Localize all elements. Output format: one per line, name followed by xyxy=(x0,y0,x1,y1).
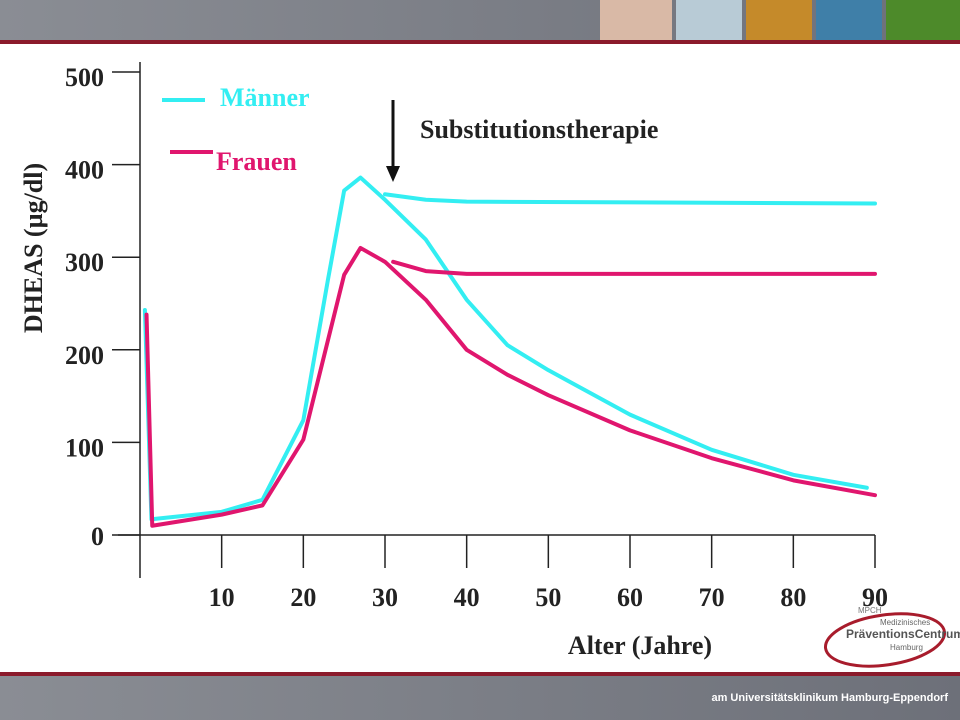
footer-text: am Universitätsklinikum Hamburg-Eppendor… xyxy=(711,692,948,704)
y-tick-label: 500 xyxy=(65,63,104,92)
y-tick-label: 200 xyxy=(65,341,104,370)
logo-line: Medizinisches xyxy=(880,618,930,627)
y-axis-title: DHEAS (µg/dl) xyxy=(19,163,48,333)
data-line xyxy=(142,175,869,522)
data-line xyxy=(391,259,877,276)
y-tick-label: 400 xyxy=(65,156,104,185)
x-tick-label: 80 xyxy=(780,583,806,612)
legend-label: Männer xyxy=(220,83,310,112)
x-tick-label: 60 xyxy=(617,583,643,612)
data-line xyxy=(383,192,877,206)
annotation: Substitutionstherapie xyxy=(420,115,658,144)
logo-line: PräventionsCentrum xyxy=(846,627,960,641)
x-tick-label: 30 xyxy=(372,583,398,612)
logo-abbr: MPCH xyxy=(858,606,882,615)
header-images xyxy=(600,0,960,40)
logo-line: Hamburg xyxy=(890,643,923,652)
annotation-arrowhead xyxy=(386,166,400,182)
y-tick-label: 0 xyxy=(91,522,104,551)
footer-rule xyxy=(0,672,960,676)
logo: MPCH Medizinisches PräventionsCentrum Ha… xyxy=(823,606,960,668)
footer-bar xyxy=(0,676,960,720)
x-tick-label: 40 xyxy=(454,583,480,612)
x-tick-label: 50 xyxy=(535,583,561,612)
y-tick-label: 300 xyxy=(65,248,104,277)
x-tick-label: 20 xyxy=(290,583,316,612)
data-line xyxy=(144,245,877,528)
x-tick-label: 70 xyxy=(699,583,725,612)
x-tick-label: 90 xyxy=(862,583,888,612)
x-axis-title: Alter (Jahre) xyxy=(568,631,712,660)
x-tick-label: 10 xyxy=(209,583,235,612)
legend-label: Frauen xyxy=(216,147,297,176)
header-rule xyxy=(0,40,960,44)
y-tick-label: 100 xyxy=(65,433,104,462)
